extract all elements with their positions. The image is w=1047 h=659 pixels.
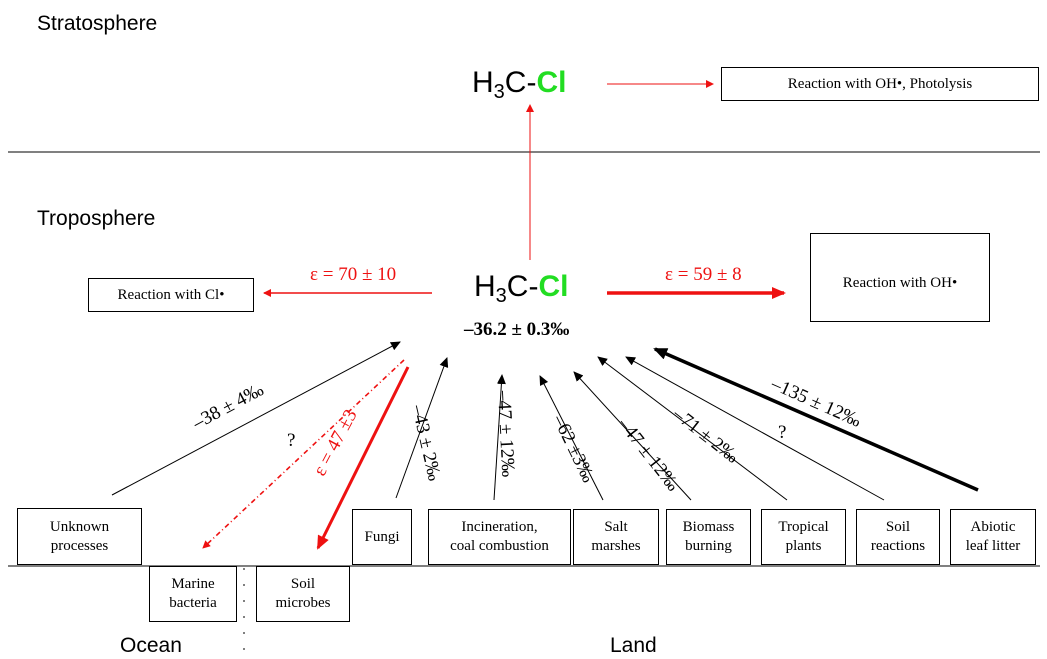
source-box-fungi: Fungi bbox=[352, 509, 412, 565]
soil-reactions-arrow bbox=[625, 356, 885, 501]
source-box-incineration: Incineration, coal combustion bbox=[428, 509, 571, 565]
troposphere-isotope-value: –36.2 ± 0.3‰ bbox=[464, 319, 570, 340]
cl-sink-box: Reaction with Cl• bbox=[88, 278, 254, 312]
value-marine-bacteria: ? bbox=[287, 430, 296, 451]
value-soil-reactions: ? bbox=[778, 422, 787, 443]
strat-sink-box: Reaction with OH•, Photolysis bbox=[721, 67, 1039, 101]
incineration-arrow bbox=[493, 374, 506, 501]
oh-sink-epsilon: ε = 59 ± 8 bbox=[665, 264, 742, 285]
source-box-biomass-burning: Biomass burning bbox=[666, 509, 751, 565]
soil-microbes-box: Soil microbes bbox=[256, 566, 350, 622]
troposphere-label: Troposphere bbox=[37, 207, 156, 230]
biomass-burning-arrow bbox=[573, 371, 692, 501]
marine-bacteria-arrow bbox=[202, 359, 405, 549]
stratosphere-label: Stratosphere bbox=[37, 12, 158, 35]
abiotic-leaf-litter-arrow bbox=[653, 347, 979, 492]
stratosphere-molecule: H3C-Cl bbox=[472, 66, 567, 103]
oh-sink-box: Reaction with OH• bbox=[810, 233, 990, 322]
source-box-unknown-processes: Unknown processes bbox=[17, 508, 142, 565]
source-box-salt-marshes: Salt marshes bbox=[573, 509, 659, 565]
land-label: Land bbox=[610, 634, 657, 657]
salt-marshes-arrow bbox=[539, 375, 604, 501]
source-box-abiotic-leaf-litter: Abiotic leaf litter bbox=[950, 509, 1036, 565]
value-incineration: –47 ± 12‰ bbox=[492, 390, 519, 478]
ocean-label: Ocean bbox=[120, 634, 182, 657]
source-box-soil-reactions: Soil reactions bbox=[856, 509, 940, 565]
fungi-arrow bbox=[395, 357, 449, 499]
troposphere-molecule: H3C-Cl bbox=[474, 270, 569, 307]
unknown-processes-arrow bbox=[111, 341, 401, 496]
cl-sink-epsilon: ε = 70 ± 10 bbox=[310, 264, 397, 285]
tropical-plants-arrow bbox=[597, 356, 788, 501]
marine-bacteria-box: Marine bacteria bbox=[149, 566, 237, 622]
soil-microbes-arrow bbox=[316, 366, 410, 550]
source-box-tropical-plants: Tropical plants bbox=[761, 509, 846, 565]
